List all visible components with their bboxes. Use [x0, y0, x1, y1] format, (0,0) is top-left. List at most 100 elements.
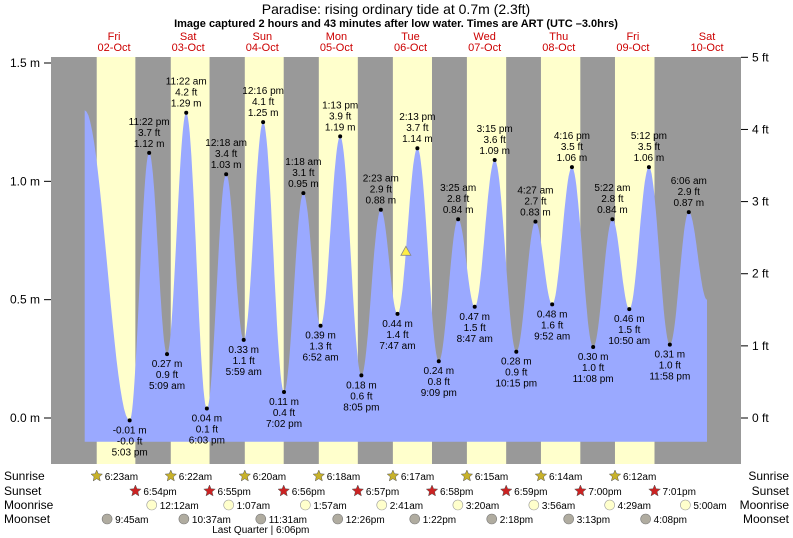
- extreme-dot: [533, 219, 538, 224]
- extreme-m-label: 1.09 m: [479, 146, 510, 157]
- right-axis-label: 4 ft: [752, 122, 769, 136]
- extreme-m-label: 1.14 m: [402, 134, 433, 145]
- sunrise-time: 6:20am: [253, 472, 286, 483]
- extreme-ft-label: 0.9 ft: [156, 370, 178, 381]
- day-date-label: 10-Oct: [690, 42, 723, 54]
- extreme-time-label: 7:47 am: [379, 341, 415, 352]
- sunrise-time: 6:12am: [623, 472, 656, 483]
- sunset-time: 6:57pm: [366, 487, 399, 498]
- extreme-ft-label: 3.5 ft: [638, 142, 660, 153]
- tide-curve: [84, 110, 707, 442]
- extreme-dot: [224, 172, 229, 177]
- extreme-ft-label: 3.6 ft: [484, 135, 506, 146]
- extreme-m-label: 0.27 m: [152, 359, 183, 370]
- extreme-ft-label: 3.7 ft: [138, 128, 160, 139]
- extreme-time-label: 12:18 am: [205, 138, 247, 149]
- day-name-label: Wed: [473, 31, 495, 43]
- extreme-time-label: 9:52 am: [534, 331, 570, 342]
- day-name-label: Sun: [253, 31, 273, 43]
- row-label-right-sunrise: Sunrise: [748, 469, 789, 483]
- moonrise-icon: [680, 499, 691, 511]
- tide-area: [84, 110, 707, 442]
- extreme-dot: [569, 165, 574, 170]
- extreme-time-label: 5:59 am: [226, 367, 262, 378]
- extreme-ft-label: 1.0 ft: [582, 363, 604, 374]
- extreme-dot: [378, 207, 383, 212]
- sunset-time: 7:00pm: [588, 487, 621, 498]
- current-tide-triangle: [400, 245, 412, 256]
- extreme-time-label: 11:58 pm: [649, 372, 690, 383]
- extreme-m-label: 0.46 m: [614, 314, 645, 325]
- extreme-ft-label: 2.9 ft: [678, 187, 700, 198]
- moonrise-time: 3:20am: [466, 501, 499, 512]
- extreme-dot: [550, 302, 555, 307]
- moonset-icon: [178, 513, 190, 525]
- extreme-dot: [492, 158, 497, 163]
- sunrise-star-icon: [534, 469, 548, 482]
- moonrise-time: 12:12am: [160, 501, 199, 512]
- moonrise-time: 3:56am: [542, 501, 575, 512]
- extreme-time-label: 3:25 am: [440, 183, 476, 194]
- right-axis-label: 5 ft: [752, 50, 769, 64]
- extreme-ft-label: 1.1 ft: [233, 356, 255, 367]
- extreme-dot: [436, 359, 441, 364]
- extreme-time-label: 11:22 am: [166, 77, 207, 88]
- moonset-time: 9:45am: [115, 515, 148, 526]
- sunset-star-icon: [648, 484, 661, 497]
- sunrise-star-icon: [238, 469, 252, 482]
- extreme-m-label: 0.84 m: [597, 205, 628, 216]
- extreme-m-label: 0.18 m: [346, 380, 377, 391]
- sunset-star-icon: [203, 484, 216, 497]
- sunrise-star-icon: [608, 469, 622, 482]
- extreme-ft-label: 0.1 ft: [196, 425, 218, 436]
- extreme-m-label: 0.24 m: [423, 366, 454, 377]
- extreme-m-label: 0.88 m: [366, 196, 397, 207]
- extreme-time-label: 6:06 am: [671, 176, 707, 187]
- extreme-ft-label: 3.1 ft: [292, 168, 314, 179]
- extreme-dot: [472, 304, 477, 309]
- extreme-dot: [610, 217, 615, 222]
- day-name-label: Thu: [549, 31, 568, 43]
- moonset-icon: [640, 513, 651, 525]
- row-label-right-sunset: Sunset: [752, 484, 790, 498]
- extreme-m-label: 0.47 m: [459, 312, 490, 323]
- extreme-ft-label: 3.7 ft: [406, 123, 428, 134]
- day-date-label: 05-Oct: [320, 42, 353, 54]
- extreme-ft-label: 0.4 ft: [273, 408, 295, 419]
- extreme-dot: [359, 373, 364, 378]
- day-date-label: 03-Oct: [172, 42, 205, 54]
- extreme-ft-label: 1.0 ft: [659, 361, 681, 372]
- day-name-label: Fri: [626, 31, 639, 43]
- extreme-time-label: 7:02 pm: [266, 419, 302, 430]
- moonset-time: 1:22pm: [423, 515, 456, 526]
- sunrise-star-icon: [90, 469, 104, 482]
- extreme-dot: [415, 146, 420, 151]
- moonrise-icon: [452, 499, 464, 511]
- sunset-time: 6:59pm: [514, 487, 547, 498]
- moonrise-icon: [300, 499, 311, 511]
- moonset-icon: [409, 513, 421, 525]
- extreme-ft-label: 3.5 ft: [561, 142, 583, 153]
- moonrise-icon: [376, 499, 388, 511]
- extreme-time-label: 1:18 am: [285, 157, 321, 168]
- extreme-ft-label: 2.9 ft: [370, 185, 392, 196]
- moonset-time: 11:31am: [269, 515, 307, 526]
- moonset-time: 2:18pm: [500, 515, 533, 526]
- day-name-label: Sat: [180, 31, 197, 43]
- extreme-dot: [282, 389, 287, 394]
- extreme-dot: [338, 134, 343, 139]
- extreme-ft-label: 0.6 ft: [350, 391, 372, 402]
- row-label-left-sunrise: Sunrise: [4, 469, 45, 483]
- day-name-label: Mon: [326, 31, 347, 43]
- extreme-dot: [591, 344, 596, 349]
- extreme-dot: [261, 120, 266, 125]
- sunset-time: 7:01pm: [663, 487, 696, 498]
- extreme-time-label: 11:22 pm: [129, 117, 170, 128]
- moonset-icon: [101, 513, 113, 525]
- extreme-m-label: 1.25 m: [248, 108, 279, 119]
- extreme-ft-label: 0.8 ft: [428, 377, 450, 388]
- extreme-time-label: 4:27 am: [517, 186, 553, 197]
